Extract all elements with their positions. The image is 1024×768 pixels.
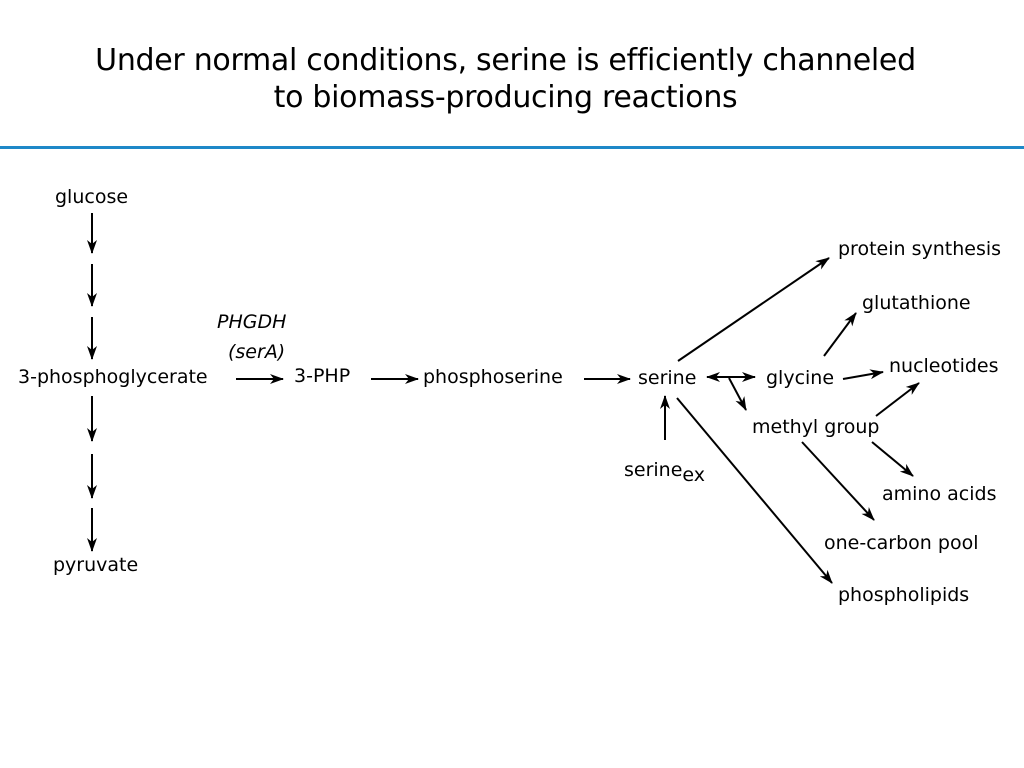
label-serine-ex-subscript: ex bbox=[682, 464, 705, 486]
label-glucose: glucose bbox=[55, 186, 128, 208]
arrow-glycine-to-nucleotides bbox=[842, 369, 884, 380]
title-line-1: Under normal conditions, serine is effic… bbox=[95, 43, 916, 78]
label-enzyme-gene: (serA) bbox=[228, 341, 285, 363]
label-3-php: 3-PHP bbox=[294, 365, 350, 387]
label-phospholipids: phospholipids bbox=[838, 584, 969, 606]
title-divider bbox=[0, 146, 1024, 149]
arrow-methyl-to-one-carbon-pool bbox=[801, 441, 875, 521]
label-phosphoserine: phosphoserine bbox=[423, 366, 563, 388]
label-methyl-group: methyl group bbox=[752, 416, 879, 438]
label-glycine: glycine bbox=[766, 367, 834, 389]
label-nucleotides: nucleotides bbox=[889, 355, 999, 377]
arrow-to-methyl-group bbox=[728, 377, 747, 411]
arrow-methyl-to-amino-acids bbox=[871, 441, 914, 477]
label-pyruvate: pyruvate bbox=[53, 554, 138, 576]
arrow-glycine-to-glutathione bbox=[823, 312, 857, 357]
label-amino-acids: amino acids bbox=[882, 483, 996, 505]
slide-title: Under normal conditions, serine is effic… bbox=[0, 42, 1011, 116]
label-serine-ex: serineex bbox=[624, 459, 705, 486]
arrow-serine-to-protein-synthesis bbox=[677, 257, 830, 362]
label-one-carbon-pool: one-carbon pool bbox=[824, 532, 978, 554]
title-line-2: to biomass-producing reactions bbox=[273, 80, 738, 115]
label-protein-synthesis: protein synthesis bbox=[838, 238, 1001, 260]
label-enzyme-phgdh: PHGDH bbox=[217, 311, 286, 333]
label-serine: serine bbox=[638, 367, 696, 389]
label-glutathione: glutathione bbox=[862, 292, 971, 314]
arrow-serine-to-phospholipids bbox=[676, 397, 833, 584]
arrow-methyl-to-nucleotides bbox=[875, 382, 920, 417]
label-serine-ex-base: serine bbox=[624, 459, 682, 481]
label-3-phosphoglycerate: 3-phosphoglycerate bbox=[18, 366, 208, 388]
